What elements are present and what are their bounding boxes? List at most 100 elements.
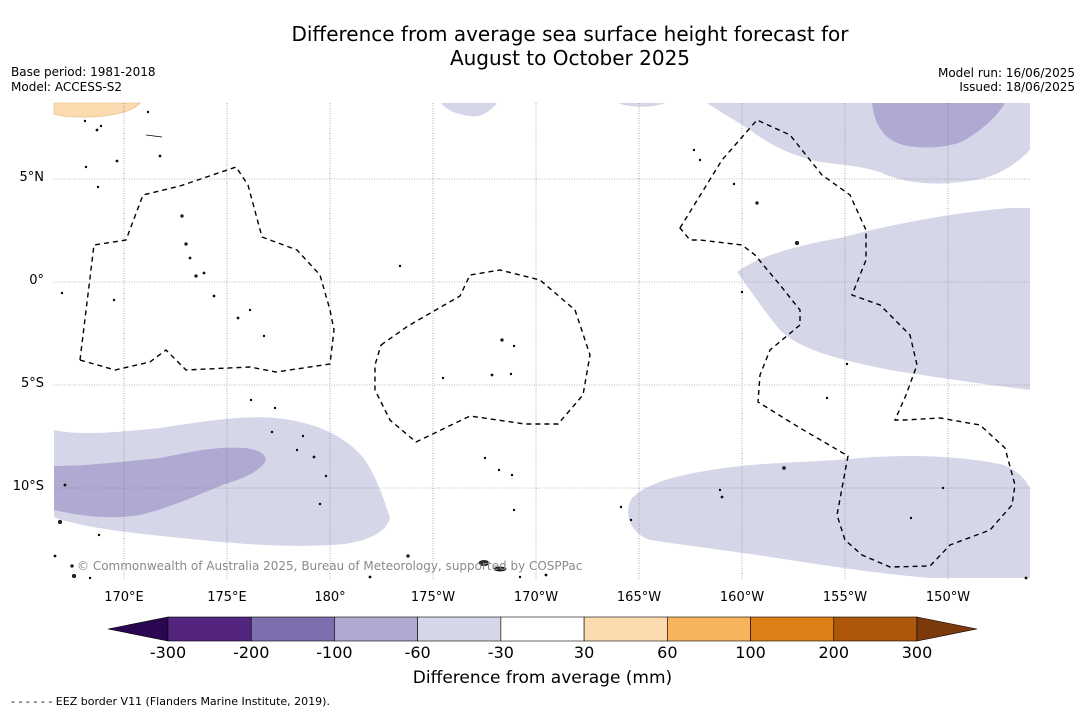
issued-date: Issued: 18/06/2025 xyxy=(959,80,1075,94)
anomaly-band-neg60-neg30 xyxy=(628,456,1030,578)
anomaly-band-neg60-neg30 xyxy=(441,103,497,117)
colorbar-segment xyxy=(833,616,918,642)
island xyxy=(619,505,623,509)
base-period: Base period: 1981-2018 xyxy=(11,65,156,79)
title-line-2: August to October 2025 xyxy=(449,46,691,70)
island xyxy=(483,456,487,460)
island xyxy=(718,488,722,492)
latitude-label: 0° xyxy=(29,273,44,288)
eez-borders xyxy=(79,119,1016,568)
island xyxy=(1024,576,1028,580)
island xyxy=(212,294,216,298)
anomaly-band-neg60-neg30 xyxy=(618,103,665,107)
colorbar-extend-low xyxy=(107,616,169,642)
anomaly-band-neg100-neg60 xyxy=(872,103,1005,148)
meta-left: Base period: 1981-2018 Model: ACCESS-S2 xyxy=(11,65,156,95)
island xyxy=(629,518,633,522)
colorbar-segment xyxy=(500,616,585,642)
island xyxy=(97,533,101,537)
island xyxy=(53,554,57,558)
island xyxy=(518,575,522,579)
island xyxy=(318,502,322,506)
island xyxy=(497,468,501,472)
colorbar-tick-label: 30 xyxy=(573,643,595,662)
island xyxy=(248,308,252,312)
island xyxy=(509,372,513,376)
island xyxy=(249,398,253,402)
island xyxy=(270,430,274,434)
island xyxy=(512,508,516,512)
longitude-label: 175°E xyxy=(207,590,247,605)
colorbar-tick-label: -200 xyxy=(233,643,270,662)
island xyxy=(180,214,184,218)
island xyxy=(72,574,77,579)
island xyxy=(60,291,64,295)
chart-title: Difference from average sea surface heig… xyxy=(0,22,1085,70)
island xyxy=(510,473,514,477)
colorbar xyxy=(107,616,978,642)
colorbar-segment xyxy=(334,616,418,642)
island xyxy=(70,564,74,568)
longitude-label: 155°W xyxy=(822,590,868,605)
island xyxy=(95,128,99,132)
island xyxy=(698,158,702,162)
longitude-label: 165°W xyxy=(616,590,662,605)
island xyxy=(692,148,696,152)
latitude-label: 5°S xyxy=(20,376,44,391)
eez-border-line-islands xyxy=(679,119,1016,568)
island xyxy=(544,573,548,577)
island xyxy=(236,316,240,320)
island xyxy=(188,256,192,260)
island xyxy=(909,516,913,520)
colorbar-tick-label: -100 xyxy=(316,643,353,662)
latitude-label: 5°N xyxy=(19,170,45,185)
island xyxy=(490,373,494,377)
island xyxy=(324,474,328,478)
eez-border-kiribati-gilbert xyxy=(79,166,335,373)
island xyxy=(845,362,849,366)
gridlines xyxy=(54,103,1030,580)
eez-border-tokelau-phoenix xyxy=(374,269,591,443)
island xyxy=(406,554,410,558)
longitude-label: 180° xyxy=(314,590,346,605)
longitude-label: 160°W xyxy=(719,590,765,605)
island xyxy=(368,575,372,579)
latitude-label: 10°S xyxy=(12,479,44,494)
island xyxy=(740,290,744,294)
model-name: Model: ACCESS-S2 xyxy=(11,80,123,94)
island xyxy=(63,483,67,487)
colorbar-title: Difference from average (mm) xyxy=(412,668,673,688)
colorbar-segment xyxy=(417,616,502,642)
colorbar-tick-label: -30 xyxy=(487,643,514,662)
island xyxy=(262,334,266,338)
island xyxy=(825,396,829,400)
colorbar-extend-high xyxy=(916,616,978,642)
colorbar-tick-label: 100 xyxy=(735,643,766,662)
anomaly-band-neg60-neg30 xyxy=(737,208,1030,390)
anomaly-shading xyxy=(53,102,1030,578)
eez-legend: - - - - - - EEZ border V11 (Flanders Mar… xyxy=(11,695,330,708)
island xyxy=(115,159,119,163)
anomaly-band-neg100-neg60 xyxy=(54,447,266,518)
island xyxy=(146,110,150,114)
island xyxy=(720,495,724,499)
island xyxy=(88,576,92,580)
longitude-label: 170°E xyxy=(104,590,144,605)
island xyxy=(145,134,163,138)
colorbar-segment xyxy=(250,616,335,642)
island xyxy=(500,338,504,342)
island xyxy=(273,406,277,410)
longitude-label: 175°W xyxy=(410,590,456,605)
island xyxy=(83,119,87,123)
island xyxy=(99,124,103,128)
island xyxy=(58,520,63,525)
island xyxy=(202,271,206,275)
island xyxy=(158,154,162,158)
island xyxy=(112,298,116,302)
meta-right: Model run: 16/06/2025 Issued: 18/06/2025 xyxy=(938,66,1075,94)
island xyxy=(782,466,786,470)
island xyxy=(755,201,759,205)
island xyxy=(184,242,188,246)
island xyxy=(295,448,299,452)
